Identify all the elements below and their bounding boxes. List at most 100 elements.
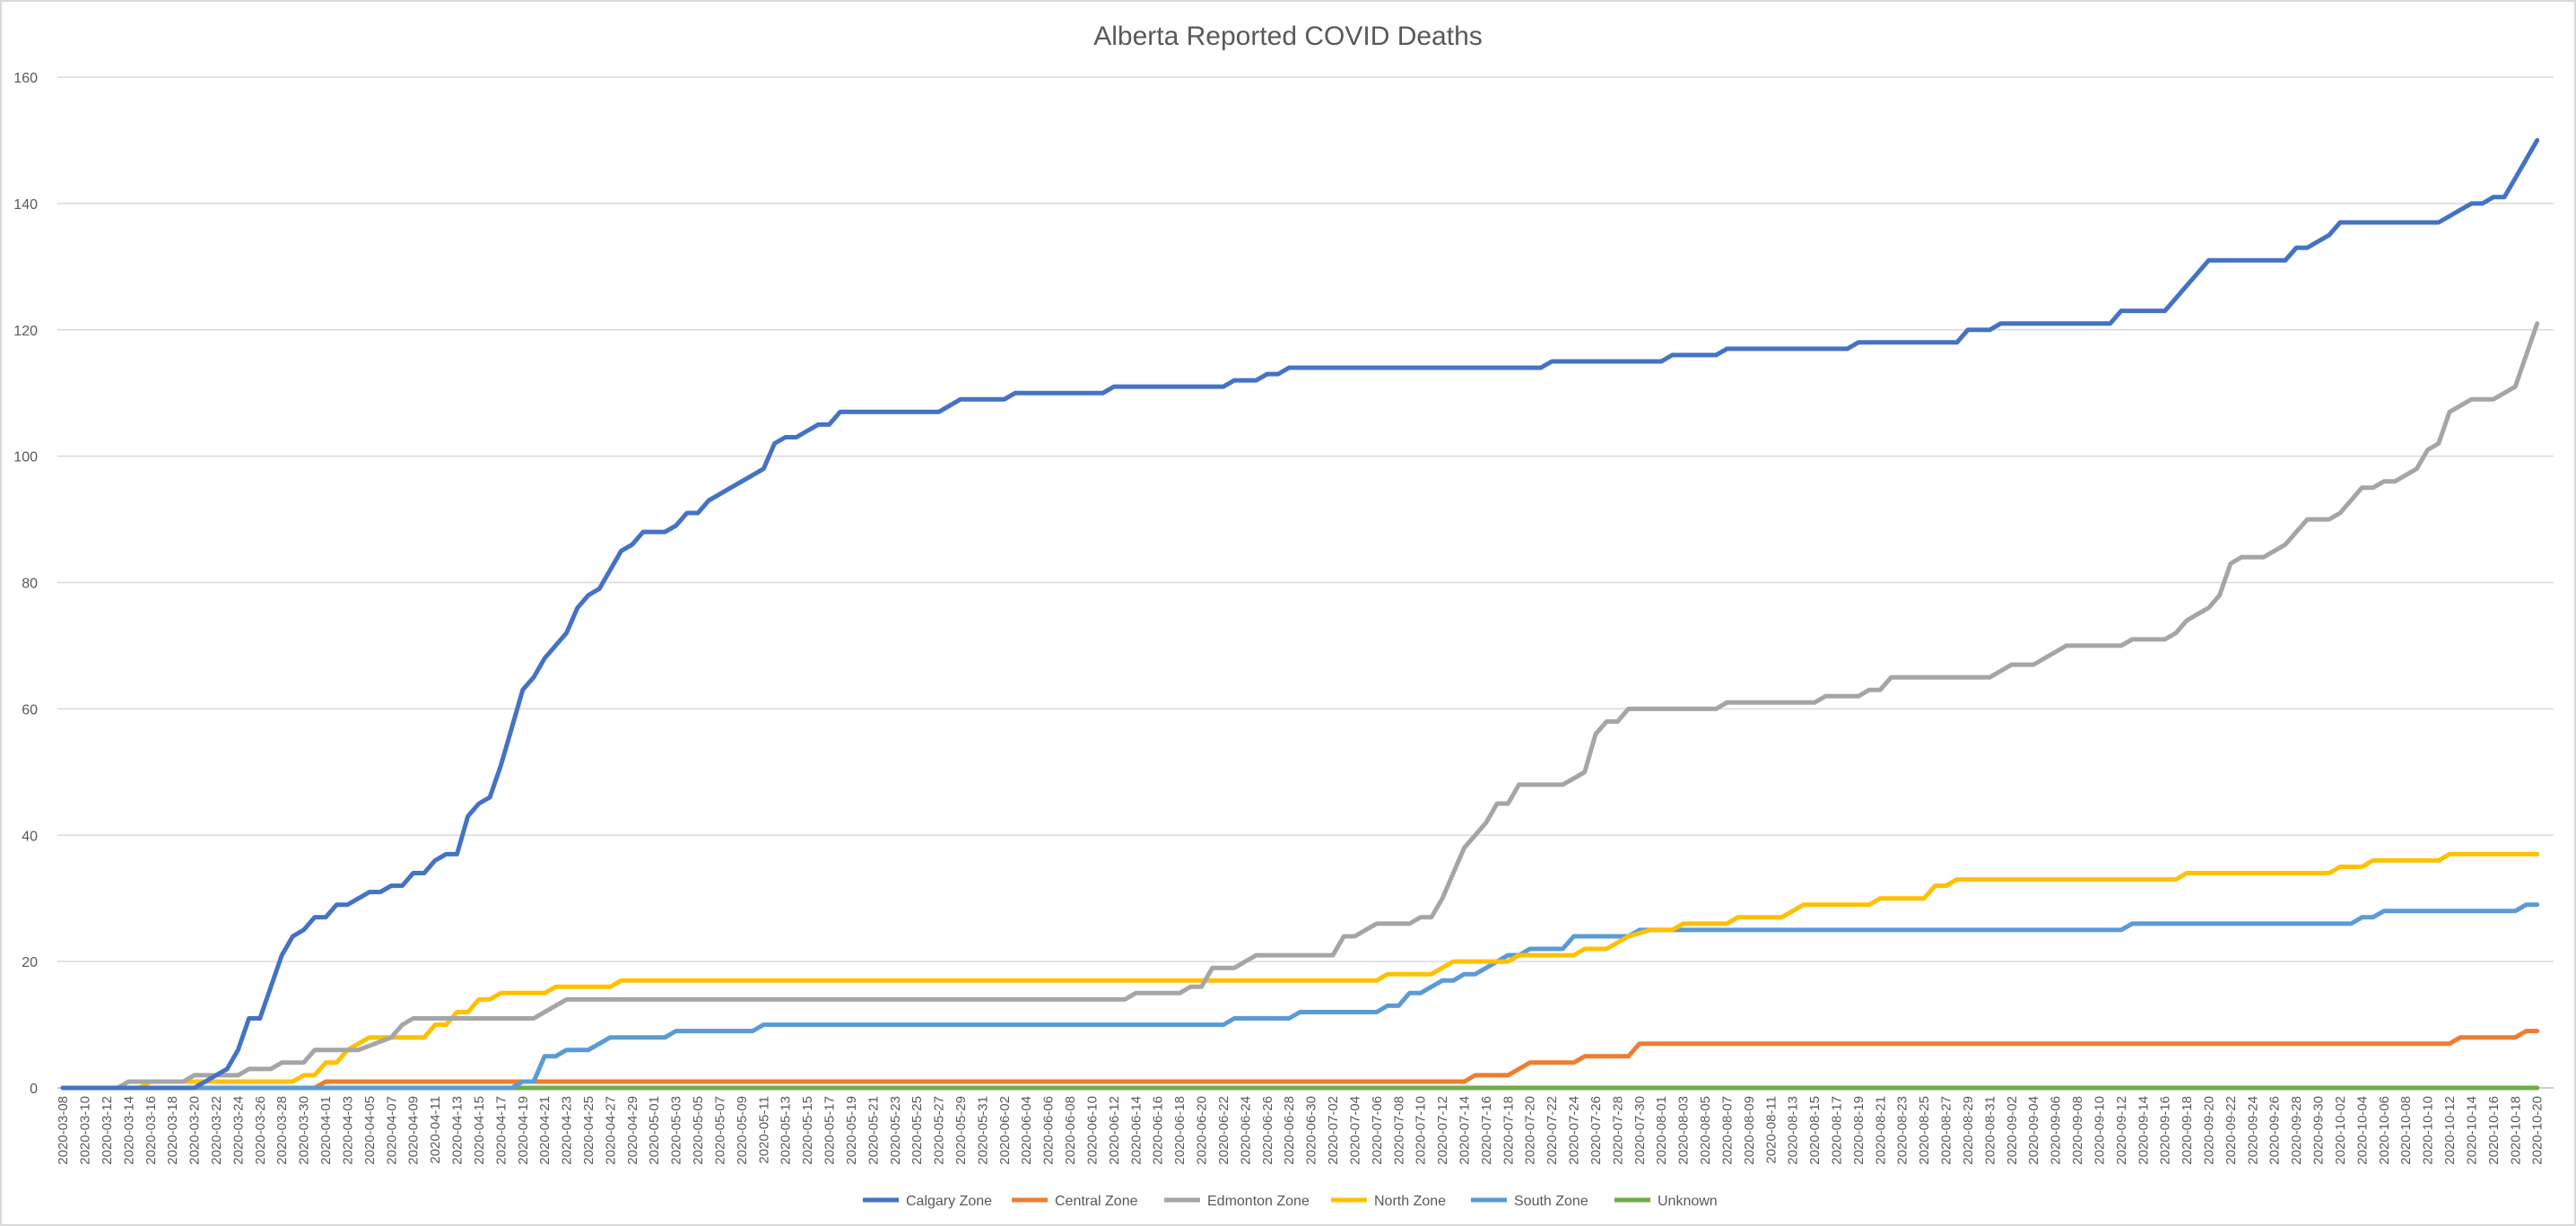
x-tick-label: 2020-03-22 bbox=[209, 1096, 224, 1165]
legend-item: Central Zone bbox=[1012, 1194, 1138, 1209]
x-tick-label: 2020-05-13 bbox=[779, 1096, 794, 1165]
x-tick-label: 2020-09-30 bbox=[2311, 1096, 2327, 1165]
x-tick-label: 2020-07-24 bbox=[1567, 1096, 1582, 1165]
y-tick-label: 160 bbox=[13, 71, 38, 86]
x-tick-label: 2020-04-03 bbox=[340, 1096, 355, 1165]
legend: Calgary Zone Central Zone Edmonton Zone Nor… bbox=[863, 1194, 1718, 1209]
x-tick-label: 2020-10-14 bbox=[2464, 1096, 2479, 1165]
x-tick-label: 2020-05-17 bbox=[822, 1096, 838, 1165]
x-tick-label: 2020-06-24 bbox=[1238, 1096, 1253, 1165]
x-tick-label: 2020-07-08 bbox=[1391, 1096, 1406, 1165]
x-tick-label: 2020-09-16 bbox=[2158, 1096, 2173, 1165]
x-tick-label: 2020-04-27 bbox=[603, 1096, 618, 1165]
series-line-calgary-zone bbox=[60, 137, 2540, 1091]
x-tick-label: 2020-03-20 bbox=[187, 1096, 203, 1165]
y-tick-label: 60 bbox=[22, 702, 38, 717]
x-tick-label: 2020-06-30 bbox=[1304, 1096, 1319, 1165]
x-tick-label: 2020-07-10 bbox=[1414, 1096, 1429, 1165]
series-line-south-zone bbox=[60, 902, 2540, 1091]
x-tick-label: 2020-04-21 bbox=[537, 1096, 553, 1165]
x-tick-label: 2020-05-21 bbox=[866, 1096, 881, 1165]
x-tick-label: 2020-09-20 bbox=[2202, 1096, 2217, 1165]
legend-item: Calgary Zone bbox=[863, 1194, 992, 1209]
x-tick-label: 2020-09-02 bbox=[2005, 1096, 2020, 1165]
x-tick-label: 2020-03-28 bbox=[274, 1096, 290, 1165]
legend-label: Calgary Zone bbox=[906, 1194, 992, 1209]
chart-title: Alberta Reported COVID Deaths bbox=[1093, 22, 1483, 51]
x-tick-label: 2020-06-10 bbox=[1084, 1096, 1100, 1165]
x-tick-label: 2020-05-01 bbox=[647, 1096, 662, 1165]
x-tick-label: 2020-09-06 bbox=[2049, 1096, 2064, 1165]
x-tick-label: 2020-05-03 bbox=[669, 1096, 684, 1165]
x-tick-label: 2020-09-14 bbox=[2136, 1096, 2151, 1165]
x-tick-label: 2020-05-09 bbox=[735, 1096, 750, 1165]
series-line-north-zone bbox=[60, 851, 2540, 1091]
x-tick-label: 2020-03-12 bbox=[100, 1096, 115, 1165]
y-tick-label: 120 bbox=[13, 324, 38, 339]
x-tick-label: 2020-08-17 bbox=[1829, 1096, 1844, 1165]
x-tick-label: 2020-06-28 bbox=[1282, 1096, 1297, 1165]
series-lines bbox=[60, 137, 2540, 1091]
x-tick-label: 2020-07-16 bbox=[1479, 1096, 1494, 1165]
x-tick-label: 2020-05-07 bbox=[712, 1096, 727, 1165]
x-tick-label: 2020-07-06 bbox=[1370, 1096, 1385, 1165]
x-tick-label: 2020-04-07 bbox=[384, 1096, 399, 1165]
legend-item: Unknown bbox=[1614, 1194, 1718, 1209]
y-tick-label: 140 bbox=[13, 197, 38, 213]
x-tick-label: 2020-06-12 bbox=[1107, 1096, 1122, 1165]
legend-label: Central Zone bbox=[1055, 1194, 1138, 1209]
x-tick-label: 2020-07-22 bbox=[1545, 1096, 1560, 1165]
x-tick-label: 2020-08-09 bbox=[1742, 1096, 1757, 1165]
x-tick-label: 2020-07-04 bbox=[1347, 1096, 1362, 1165]
x-tick-label: 2020-07-12 bbox=[1435, 1096, 1450, 1165]
series-line-edmonton-zone bbox=[60, 321, 2540, 1091]
x-tick-label: 2020-04-05 bbox=[362, 1096, 378, 1165]
x-tick-label: 2020-03-16 bbox=[144, 1096, 159, 1165]
x-tick-label: 2020-07-26 bbox=[1588, 1096, 1604, 1165]
x-tick-label: 2020-08-01 bbox=[1654, 1096, 1669, 1165]
x-tick-label: 2020-05-23 bbox=[888, 1096, 903, 1165]
x-tick-label: 2020-08-21 bbox=[1873, 1096, 1888, 1165]
x-tick-label: 2020-04-19 bbox=[516, 1096, 531, 1165]
x-tick-label: 2020-03-08 bbox=[56, 1096, 71, 1165]
x-tick-label: 2020-09-08 bbox=[2070, 1096, 2085, 1165]
x-tick-label: 2020-10-16 bbox=[2486, 1096, 2502, 1165]
x-tick-label: 2020-07-28 bbox=[1610, 1096, 1625, 1165]
x-tick-label: 2020-06-22 bbox=[1216, 1096, 1231, 1165]
x-tick-label: 2020-05-29 bbox=[953, 1096, 969, 1165]
legend-item: South Zone bbox=[1471, 1194, 1588, 1209]
x-tick-label: 2020-03-18 bbox=[165, 1096, 180, 1165]
x-tick-label: 2020-10-10 bbox=[2421, 1096, 2436, 1165]
x-tick-label: 2020-04-09 bbox=[406, 1096, 422, 1165]
legend-label: South Zone bbox=[1514, 1194, 1588, 1209]
x-tick-label: 2020-03-24 bbox=[231, 1096, 246, 1165]
x-tick-label: 2020-03-14 bbox=[121, 1096, 136, 1165]
legend-item: Edmonton Zone bbox=[1164, 1194, 1310, 1209]
x-tick-label: 2020-07-20 bbox=[1523, 1096, 1538, 1165]
x-tick-label: 2020-10-20 bbox=[2530, 1096, 2546, 1165]
x-tick-label: 2020-07-30 bbox=[1632, 1096, 1648, 1165]
x-tick-label: 2020-03-30 bbox=[297, 1096, 312, 1165]
x-tick-label: 2020-06-06 bbox=[1041, 1096, 1057, 1165]
x-tick-label: 2020-06-16 bbox=[1151, 1096, 1166, 1165]
x-tick-label: 2020-10-12 bbox=[2442, 1096, 2458, 1165]
y-tick-label: 100 bbox=[13, 450, 38, 465]
legend-item: North Zone bbox=[1331, 1194, 1446, 1209]
x-tick-label: 2020-10-04 bbox=[2354, 1096, 2370, 1165]
x-tick-label: 2020-08-05 bbox=[1698, 1096, 1713, 1165]
x-tick-label: 2020-09-22 bbox=[2224, 1096, 2239, 1165]
y-tick-label: 40 bbox=[22, 829, 38, 844]
x-tick-label: 2020-08-25 bbox=[1917, 1096, 1932, 1165]
x-tick-label: 2020-06-02 bbox=[997, 1096, 1013, 1165]
x-tick-label: 2020-04-17 bbox=[493, 1096, 509, 1165]
x-tick-label: 2020-08-23 bbox=[1895, 1096, 1910, 1165]
x-tick-label: 2020-07-18 bbox=[1501, 1096, 1516, 1165]
x-tick-label: 2020-08-31 bbox=[1982, 1096, 1997, 1165]
x-tick-label: 2020-03-10 bbox=[78, 1096, 93, 1165]
x-tick-label: 2020-09-28 bbox=[2289, 1096, 2304, 1165]
x-tick-label: 2020-04-01 bbox=[318, 1096, 334, 1165]
x-tick-label: 2020-08-29 bbox=[1961, 1096, 1976, 1165]
x-tick-label: 2020-05-11 bbox=[756, 1096, 771, 1164]
x-tick-label: 2020-08-03 bbox=[1676, 1096, 1692, 1165]
